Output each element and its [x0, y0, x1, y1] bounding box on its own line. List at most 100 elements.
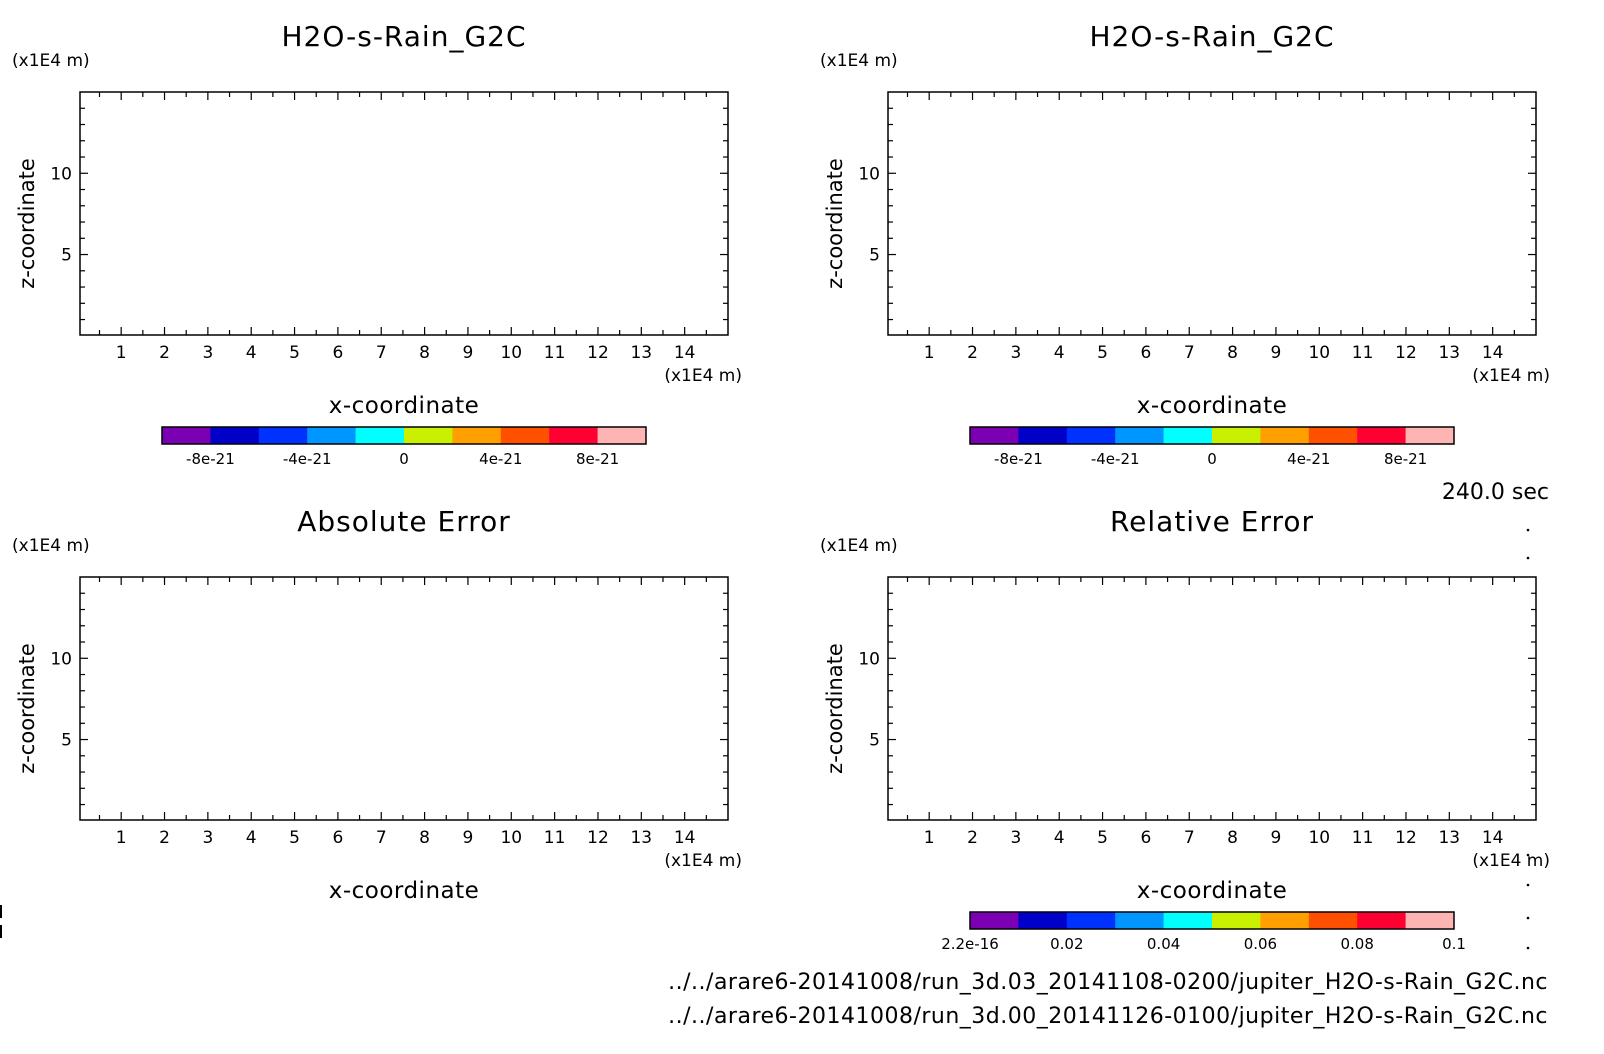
panel-2-x-tick-label: 7 [1184, 343, 1195, 363]
panel-4-y-unit-label: (x1E4 m) [820, 536, 898, 556]
panel-3-x-tick-label: 5 [289, 828, 300, 848]
edge-dot [1526, 946, 1530, 950]
panel-1-title: H2O-s-Rain_G2C [281, 20, 526, 53]
panel-4-x-tick-label: 6 [1140, 828, 1151, 848]
panel-1-x-tick-label: 14 [674, 343, 696, 363]
panel-2-colorbar-swatch [1260, 427, 1310, 444]
panel-4-x-tick-label: 1 [924, 828, 935, 848]
panel-4-x-unit-label: (x1E4 m) [1472, 851, 1550, 871]
panel-2-x-tick-label: 2 [967, 343, 978, 363]
panel-2-colorbar-tick-label: 0 [1207, 450, 1217, 468]
panel-2-colorbar-swatch [1066, 427, 1116, 444]
panel-1-x-tick-label: 2 [159, 343, 170, 363]
panel-1-x-tick-label: 9 [463, 343, 474, 363]
panel-4-colorbar-tick-label: 0.04 [1147, 935, 1180, 953]
panel-3-x-tick-label: 9 [463, 828, 474, 848]
panel-3-y-axis-label: z-coordinate [15, 643, 39, 774]
panel-3-x-tick-label: 14 [674, 828, 696, 848]
panel-4-x-tick-label: 2 [967, 828, 978, 848]
panel-4-colorbar-tick-label: 0.08 [1340, 935, 1373, 953]
panel-2-y-tick-label: 10 [858, 164, 880, 184]
panel-4-x-tick-label: 11 [1352, 828, 1374, 848]
panel-1-colorbar-tick-label: 4e-21 [479, 450, 522, 468]
panel-4-colorbar-tick-label: 0.02 [1050, 935, 1083, 953]
panel-1-colorbar-swatch [258, 427, 308, 444]
panel-1-colorbar-swatch [307, 427, 357, 444]
panel-2-colorbar-tick-label: 4e-21 [1287, 450, 1330, 468]
panel-3-x-tick-label: 12 [587, 828, 609, 848]
panel-1-colorbar-tick-label: -4e-21 [283, 450, 332, 468]
panel-2-x-tick-label: 10 [1308, 343, 1330, 363]
panel-3-x-tick-label: 13 [630, 828, 652, 848]
panel-2-x-tick-label: 6 [1140, 343, 1151, 363]
panel-3-x-tick-label: 10 [500, 828, 522, 848]
panel-3-plot-frame [79, 576, 729, 821]
panel-3-y-unit-label: (x1E4 m) [12, 536, 90, 556]
panel-1-colorbar-frame [161, 426, 647, 445]
panel-1-x-axis-label: x-coordinate [329, 393, 480, 419]
panel-1-x-tick-label: 3 [202, 343, 213, 363]
panel-4-y-axis-label: z-coordinate [823, 643, 847, 774]
panel-2-title: H2O-s-Rain_G2C [1089, 20, 1334, 53]
panel-1-colorbar-swatch [549, 427, 599, 444]
panel-4-x-tick-label: 14 [1482, 828, 1504, 848]
edge-dot [1526, 528, 1530, 532]
panel-1-y-axis-label: z-coordinate [15, 158, 39, 289]
panel-2-colorbar-swatch [970, 427, 1019, 444]
panel-2-x-tick-label: 4 [1054, 343, 1065, 363]
panel-3-x-tick-label: 2 [159, 828, 170, 848]
panel-1-x-tick-label: 7 [376, 343, 387, 363]
panel-1-colorbar-swatch [210, 427, 260, 444]
panel-3-y-tick-label: 5 [61, 731, 72, 751]
panel-3-title: Absolute Error [297, 505, 511, 538]
panel-2-x-tick-label: 9 [1271, 343, 1282, 363]
footer-file-path-1: ../../arare6-20141008/run_3d.03_20141108… [668, 970, 1548, 995]
panel-4-x-tick-label: 13 [1438, 828, 1460, 848]
panel-4-title: Relative Error [1110, 505, 1314, 538]
panel-1-x-tick-label: 6 [332, 343, 343, 363]
panel-4-colorbar-swatch [1115, 912, 1165, 929]
panel-2-colorbar-tick-label: -8e-21 [994, 450, 1043, 468]
panel-4-colorbar-swatch [1405, 912, 1455, 929]
panel-4-x-tick-label: 3 [1010, 828, 1021, 848]
panel-4-colorbar-swatch [1260, 912, 1310, 929]
panel-2-x-tick-label: 1 [924, 343, 935, 363]
panel-1-x-tick-label: 8 [419, 343, 430, 363]
panel-1-x-tick-label: 13 [630, 343, 652, 363]
panel-3-x-axis-label: x-coordinate [329, 878, 480, 904]
panel-1-colorbar-swatch [162, 427, 211, 444]
panel-2-colorbar-tick-label: -4e-21 [1091, 450, 1140, 468]
time-label: 240.0 sec [1441, 480, 1549, 505]
panel-1-plot-frame [79, 91, 729, 336]
panel-4-colorbar-swatch [1212, 912, 1261, 929]
panel-4-x-axis-label: x-coordinate [1137, 878, 1288, 904]
panel-4-colorbar-tick-label: 2.2e-16 [941, 935, 999, 953]
panel-2-x-tick-label: 11 [1352, 343, 1374, 363]
panel-4-x-tick-label: 9 [1271, 828, 1282, 848]
panel-3-x-tick-label: 1 [116, 828, 127, 848]
panel-3-x-tick-label: 4 [246, 828, 257, 848]
panel-2-colorbar-swatch [1308, 427, 1358, 444]
panel-1-x-tick-label: 1 [116, 343, 127, 363]
panel-1-colorbar-tick-label: -8e-21 [186, 450, 235, 468]
panel-1-colorbar-swatch [452, 427, 502, 444]
edge-dot [1526, 556, 1530, 560]
panel-1-x-tick-label: 10 [500, 343, 522, 363]
panel-4-colorbar-swatch [1163, 912, 1213, 929]
panel-3-x-tick-label: 11 [544, 828, 566, 848]
panel-2-plot-frame [887, 91, 1537, 336]
panel-4-colorbar-swatch [970, 912, 1019, 929]
panel-1-colorbar-swatch [404, 427, 453, 444]
panel-3-x-tick-label: 6 [332, 828, 343, 848]
panel-2-colorbar-tick-label: 8e-21 [1384, 450, 1427, 468]
panel-3-x-tick-label: 7 [376, 828, 387, 848]
panel-4-x-tick-label: 7 [1184, 828, 1195, 848]
panel-2-x-tick-label: 5 [1097, 343, 1108, 363]
panel-4-colorbar-tick-label: 0.06 [1244, 935, 1277, 953]
panel-4-colorbar-swatch [1357, 912, 1407, 929]
footer-file-path-2: ../../arare6-20141008/run_3d.00_20141126… [668, 1004, 1548, 1029]
panel-4-x-tick-label: 12 [1395, 828, 1417, 848]
panel-1-colorbar-tick-label: 8e-21 [576, 450, 619, 468]
edge-dot [1526, 916, 1530, 920]
